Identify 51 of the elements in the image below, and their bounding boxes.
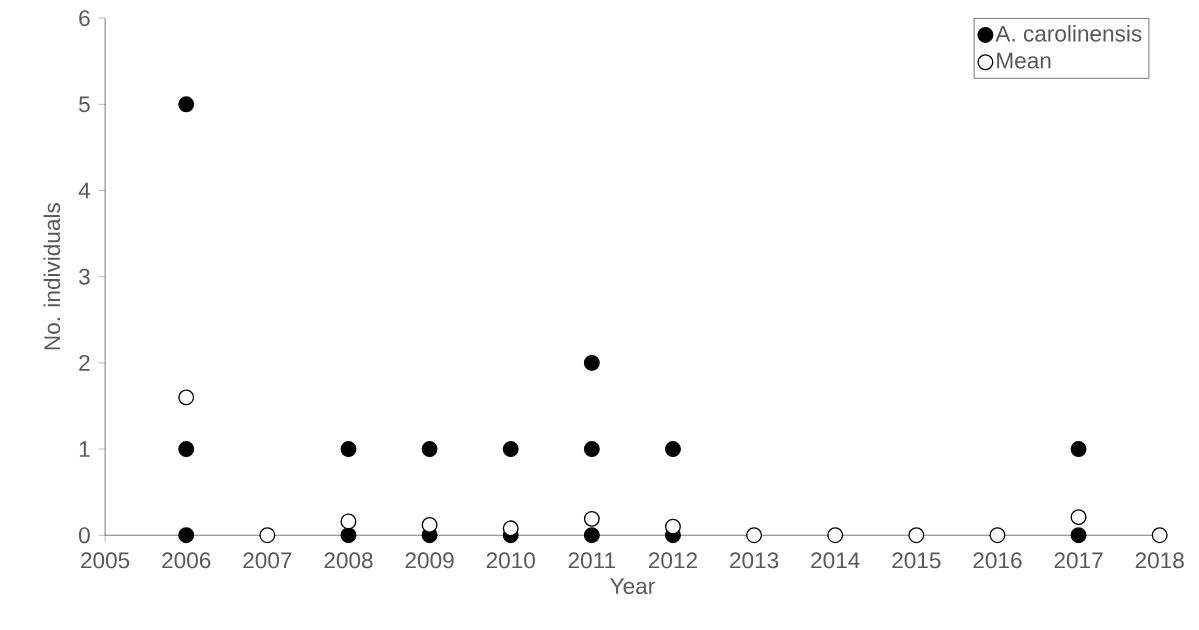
x-axis-title: Year [610, 578, 655, 595]
y-axis-title: No. individuals [43, 203, 61, 350]
x-tick-label: 2005 [81, 552, 130, 569]
point [746, 527, 763, 544]
legend-label: Mean [997, 52, 1051, 69]
point [502, 520, 519, 537]
y-tick-label: 4 [78, 182, 91, 199]
point [664, 441, 681, 457]
x-tick-label: 2008 [324, 552, 373, 569]
y-tick-label: 2 [79, 354, 90, 371]
point [827, 527, 844, 544]
point [583, 354, 600, 371]
legend-label: A. carolinensis [995, 25, 1142, 42]
x-tick-label: 2010 [486, 552, 535, 569]
x-tick-label: 2017 [1054, 552, 1103, 569]
x-tick-label: 2006 [162, 552, 211, 569]
y-tick-label: 3 [78, 268, 90, 285]
x-tick-label: 2014 [811, 552, 860, 569]
point [1070, 509, 1087, 526]
point [178, 441, 195, 457]
point [583, 441, 600, 457]
y-tick-label: 1 [79, 441, 90, 457]
x-tick-label: 2007 [243, 552, 292, 569]
x-tick-label: 2012 [648, 552, 697, 569]
y-tick-label: 5 [79, 96, 90, 113]
x-tick-label: 2016 [973, 552, 1022, 569]
point [583, 510, 600, 527]
point [908, 527, 925, 544]
x-tick-label: 2018 [1135, 552, 1184, 569]
y-tick-label: 6 [79, 10, 90, 27]
point [178, 96, 195, 113]
x-tick-label: 2009 [405, 552, 454, 569]
point [259, 527, 276, 544]
y-tick-label: 0 [79, 527, 90, 544]
point [421, 441, 438, 457]
point [421, 516, 438, 533]
point [178, 527, 195, 544]
x-tick-label: 2011 [568, 552, 615, 569]
x-tick-label: 2015 [892, 552, 941, 569]
point [502, 441, 519, 457]
point [1151, 527, 1168, 544]
point [1070, 527, 1087, 544]
point [989, 527, 1006, 544]
point [664, 518, 681, 535]
x-tick-label: 2013 [730, 552, 779, 569]
point [583, 527, 600, 544]
point [1070, 441, 1087, 457]
point [340, 513, 357, 530]
point [340, 527, 357, 544]
point [178, 389, 195, 406]
point [340, 441, 357, 457]
